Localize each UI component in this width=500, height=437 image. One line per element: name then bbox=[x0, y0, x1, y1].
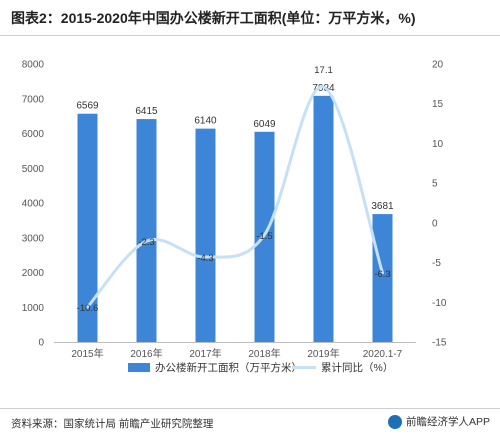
line-value-label: 17.1 bbox=[314, 65, 333, 76]
right-axis-tick-label: -5 bbox=[432, 258, 441, 269]
line-value-label: -2.3 bbox=[138, 237, 154, 248]
source-note: 资料来源：国家统计局 前瞻产业研究院整理 bbox=[11, 418, 214, 430]
legend: 办公楼新开工面积（万平方米） 累计同比（%） bbox=[128, 361, 393, 374]
left-axis-tick-label: 0 bbox=[38, 338, 44, 349]
title-divider bbox=[0, 35, 500, 36]
x-axis-tick-label: 2015年 bbox=[71, 347, 103, 360]
left-axis-tick-label: 6000 bbox=[22, 129, 45, 140]
left-axis-tick-label: 2000 bbox=[22, 268, 45, 279]
x-axis-tick-label: 2019年 bbox=[307, 347, 339, 360]
legend-bar-label: 办公楼新开工面积（万平方米） bbox=[155, 361, 302, 374]
left-axis-tick-label: 7000 bbox=[22, 94, 45, 105]
x-axis-tick-label: 2016年 bbox=[130, 347, 162, 360]
bar-value-label: 3681 bbox=[371, 201, 394, 212]
right-axis-tick-label: 10 bbox=[432, 139, 444, 150]
bar bbox=[136, 119, 157, 342]
left-axis-tick-label: 8000 bbox=[22, 60, 45, 71]
right-axis-tick-label: 0 bbox=[432, 218, 438, 229]
line-value-label: -6.3 bbox=[374, 269, 390, 280]
x-axis-tick-label: 2018年 bbox=[248, 347, 280, 360]
chart-title: 图表2：2015-2020年中国办公楼新开工面积(单位：万平方米，%) bbox=[11, 10, 416, 26]
legend-bar-swatch bbox=[128, 363, 150, 372]
line-series: -10.6 -2.3 -4.3 -1.5 17.1 -6.3 bbox=[77, 65, 391, 314]
right-axis: -15 -10 -5 0 5 10 15 20 bbox=[432, 60, 447, 349]
x-axis-tick-label: 2020.1-7 bbox=[363, 349, 403, 360]
bar bbox=[313, 95, 334, 343]
left-axis-tick-label: 4000 bbox=[22, 199, 45, 210]
line-value-label: -4.3 bbox=[197, 253, 213, 264]
right-axis-tick-label: -15 bbox=[432, 338, 447, 349]
right-axis-tick-label: 5 bbox=[432, 179, 438, 190]
line-path bbox=[86, 85, 384, 309]
legend-line-label: 累计同比（%） bbox=[321, 361, 393, 374]
bar-value-label: 6569 bbox=[76, 101, 99, 112]
x-axis: 2015年 2016年 2017年 2018年 2019年 2020.1-7 bbox=[54, 342, 416, 360]
right-axis-tick-label: -10 bbox=[432, 298, 447, 309]
bar-value-label: 6415 bbox=[135, 106, 158, 117]
right-axis-tick-label: 15 bbox=[432, 99, 444, 110]
footer-divider bbox=[0, 408, 500, 409]
bar bbox=[195, 128, 216, 342]
line-value-label: -1.5 bbox=[256, 231, 272, 242]
chart-canvas: 0 1000 2000 3000 4000 5000 6000 7000 8000 -15 -10… bbox=[22, 60, 447, 375]
right-axis-tick-label: 20 bbox=[432, 60, 444, 71]
left-axis-tick-label: 3000 bbox=[22, 233, 45, 244]
brand-label: 前瞻经济学人APP bbox=[405, 416, 490, 428]
x-axis-tick-label: 2017年 bbox=[189, 347, 221, 360]
bar-value-label: 6049 bbox=[253, 119, 276, 130]
bar-value-label: 6140 bbox=[194, 116, 217, 127]
left-axis-tick-label: 5000 bbox=[22, 164, 45, 175]
brand-logo-icon bbox=[387, 414, 402, 429]
line-value-label: -10.6 bbox=[77, 303, 99, 314]
left-axis: 0 1000 2000 3000 4000 5000 6000 7000 8000 bbox=[22, 60, 45, 349]
bar bbox=[372, 214, 393, 342]
left-axis-tick-label: 1000 bbox=[22, 303, 45, 314]
bar bbox=[77, 113, 98, 342]
brand[interactable]: 前瞻经济学人APP bbox=[387, 414, 490, 429]
